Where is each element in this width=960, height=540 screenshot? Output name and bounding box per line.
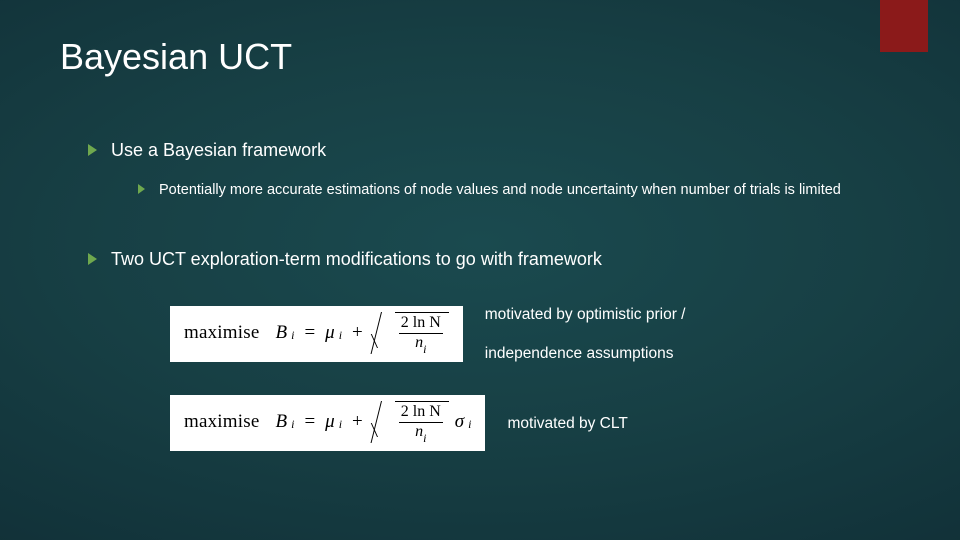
formula-mean-sub: i bbox=[339, 328, 342, 343]
formula-lhs-sub: i bbox=[291, 328, 294, 343]
equals-sign: = bbox=[304, 411, 315, 433]
formula-denom-var: n bbox=[415, 334, 423, 351]
formula-lhs-sub: i bbox=[291, 417, 294, 432]
formula-lead: maximise bbox=[184, 322, 259, 344]
slide-title: Bayesian UCT bbox=[60, 36, 900, 78]
formula-box: maximise Bi = μi + 2 ln N ni bbox=[170, 306, 463, 362]
bullet-text: Use a Bayesian framework bbox=[111, 138, 326, 162]
formula-lhs-var: B bbox=[275, 322, 287, 344]
bullet-arrow-icon bbox=[88, 144, 97, 156]
accent-bar bbox=[880, 0, 928, 52]
bullet-arrow-icon bbox=[138, 184, 145, 194]
formula-caption: motivated by optimistic prior / independ… bbox=[485, 303, 686, 366]
formula-caption-line: motivated by CLT bbox=[507, 412, 627, 435]
bullet-text: Potentially more accurate estimations of… bbox=[159, 180, 841, 200]
formula-numerator: 2 ln N bbox=[401, 314, 441, 331]
sqrt-icon: 2 ln N ni bbox=[377, 401, 449, 443]
plus-sign: + bbox=[352, 322, 363, 344]
formula-denom-var: n bbox=[415, 423, 423, 440]
bullet-arrow-icon bbox=[88, 253, 97, 265]
formula-trailing-sub: i bbox=[468, 417, 471, 432]
formula-caption-line: motivated by optimistic prior / bbox=[485, 303, 686, 326]
formula-numerator: 2 ln N bbox=[401, 403, 441, 420]
sqrt-icon: 2 ln N ni bbox=[377, 312, 449, 354]
formula-lhs-var: B bbox=[275, 411, 287, 433]
formula-mean-var: μ bbox=[325, 322, 335, 344]
formula-caption-line: independence assumptions bbox=[485, 342, 686, 365]
formula-caption: motivated by CLT bbox=[507, 412, 627, 435]
bullet-item: Use a Bayesian framework bbox=[88, 138, 900, 162]
formula-mean-sub: i bbox=[339, 417, 342, 432]
spacer bbox=[60, 289, 900, 303]
fraction: 2 ln N ni bbox=[399, 404, 443, 443]
bullet-item: Potentially more accurate estimations of… bbox=[138, 180, 900, 200]
spacer bbox=[60, 219, 900, 247]
formula-box: maximise Bi = μi + 2 ln N ni σi bbox=[170, 395, 485, 451]
slide-body: Bayesian UCT Use a Bayesian framework Po… bbox=[0, 0, 960, 451]
bullet-text: Two UCT exploration-term modifications t… bbox=[111, 247, 602, 271]
formula-row: maximise Bi = μi + 2 ln N ni σi motivate… bbox=[170, 395, 900, 451]
formula-mean-var: μ bbox=[325, 411, 335, 433]
formula-denom-sub: i bbox=[423, 342, 426, 356]
formula-denom-sub: i bbox=[423, 431, 426, 445]
plus-sign: + bbox=[352, 411, 363, 433]
fraction: 2 ln N ni bbox=[399, 315, 443, 354]
formula-row: maximise Bi = μi + 2 ln N ni motivated b… bbox=[170, 303, 900, 366]
formula-lead: maximise bbox=[184, 411, 259, 433]
equals-sign: = bbox=[304, 322, 315, 344]
bullet-item: Two UCT exploration-term modifications t… bbox=[88, 247, 900, 271]
formula-trailing-var: σ bbox=[455, 411, 464, 433]
